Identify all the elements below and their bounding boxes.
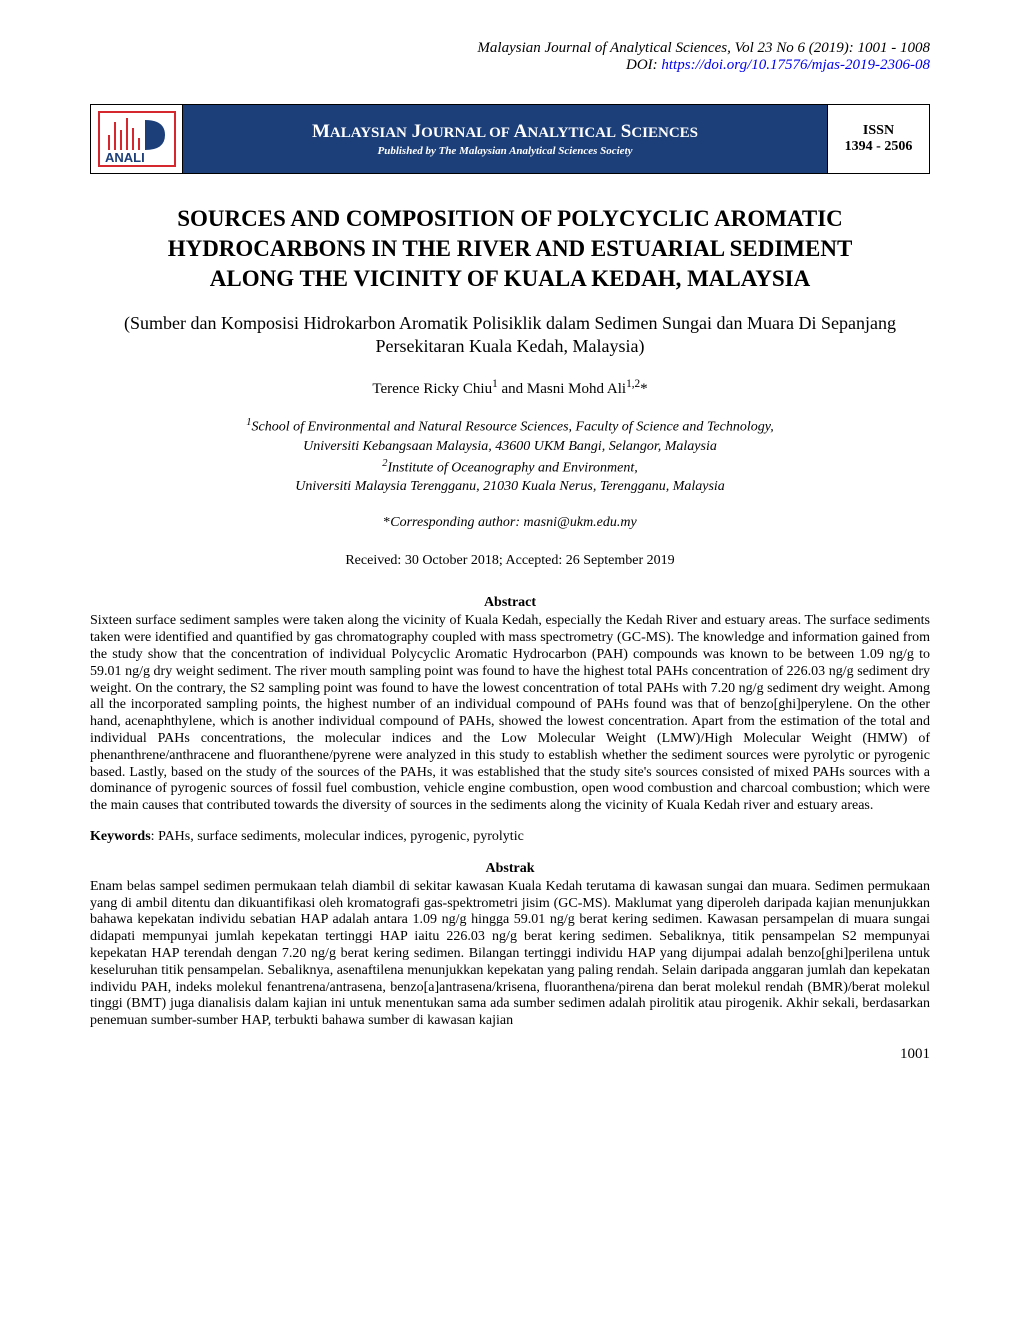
article-subtitle: (Sumber dan Komposisi Hidrokarbon Aromat… [120,312,900,359]
affiliations: 1School of Environmental and Natural Res… [90,416,930,497]
journal-logo: ANALI [91,105,183,173]
issn-value: 1394 - 2506 [845,139,913,155]
corresponding-author: *Corresponding author: masni@ukm.edu.my [90,515,930,531]
issn-label: ISSN [863,123,894,139]
abstract-text: Sixteen surface sediment samples were ta… [90,613,930,815]
doi-link[interactable]: https://doi.org/10.17576/mjas-2019-2306-… [661,57,930,73]
author-2: Masni Mohd Ali [527,381,626,397]
banner-center: MALAYSIAN JOURNAL OF ANALYTICAL SCIENCES… [183,105,827,173]
authors: Terence Ricky Chiu1 and Masni Mohd Ali1,… [90,378,930,398]
svg-text:ANALI: ANALI [105,150,145,165]
keywords-label: Keywords [90,829,151,844]
received-accepted-dates: Received: 30 October 2018; Accepted: 26 … [90,553,930,569]
logo-icon: ANALI [97,110,177,168]
header-metadata: Malaysian Journal of Analytical Sciences… [90,40,930,74]
abstract-heading: Abstract [90,595,930,611]
journal-banner: ANALI MALAYSIAN JOURNAL OF ANALYTICAL SC… [90,104,930,174]
article-title: SOURCES AND COMPOSITION OF POLYCYCLIC AR… [130,204,890,294]
keywords: Keywords: PAHs, surface sediments, molec… [90,829,930,845]
keywords-text: PAHs, surface sediments, molecular indic… [158,829,524,844]
abstrak-heading: Abstrak [90,861,930,877]
issn-box: ISSN 1394 - 2506 [827,105,929,173]
banner-subtitle: Published by The Malaysian Analytical Sc… [377,145,632,157]
author-1: Terence Ricky Chiu [372,381,492,397]
doi-line: DOI: https://doi.org/10.17576/mjas-2019-… [90,57,930,74]
banner-title: MALAYSIAN JOURNAL OF ANALYTICAL SCIENCES [312,121,698,143]
abstrak-text: Enam belas sampel sedimen permukaan tela… [90,879,930,1030]
journal-citation: Malaysian Journal of Analytical Sciences… [90,40,930,57]
page-number: 1001 [90,1046,930,1063]
